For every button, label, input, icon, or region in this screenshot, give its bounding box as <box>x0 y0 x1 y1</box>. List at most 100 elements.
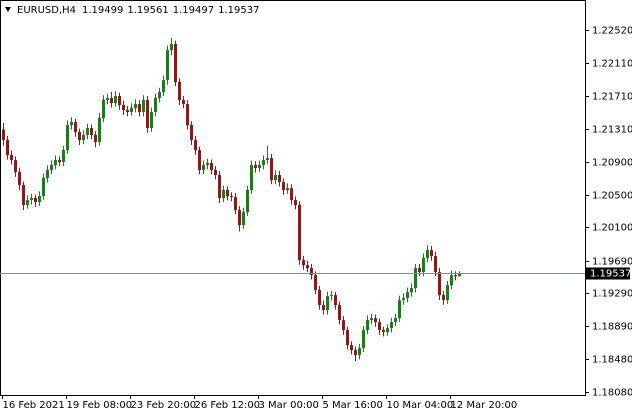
candle-body <box>350 345 353 351</box>
candle-body <box>354 350 357 356</box>
high: 1.19561 <box>127 5 168 16</box>
candle-body <box>410 288 413 293</box>
candle-body <box>378 322 381 331</box>
candle-body <box>402 298 405 301</box>
candle-body <box>346 330 349 346</box>
candle-body <box>254 165 257 169</box>
candle-body <box>162 80 165 93</box>
candle-body <box>46 170 49 179</box>
candle-body <box>454 275 457 277</box>
candle-body <box>458 273 461 277</box>
candle-body <box>394 318 397 323</box>
candle-body <box>54 160 57 166</box>
y-tick-label: 1.18890 <box>592 322 632 333</box>
candle-body <box>366 320 369 331</box>
open: 1.19499 <box>82 5 123 16</box>
candle-body <box>398 300 401 319</box>
candle-body <box>90 128 93 136</box>
candle-body <box>302 260 305 266</box>
candle-body <box>326 296 329 311</box>
candle-body <box>318 290 321 306</box>
candle-body <box>138 104 141 113</box>
x-tick-label: 16 Feb 2021 <box>3 400 65 411</box>
candle-body <box>414 268 417 289</box>
x-tick-label: 19 Feb 08:00 <box>67 400 133 411</box>
candle-body <box>442 295 445 301</box>
y-tick-label: 1.19690 <box>592 257 632 268</box>
candle-body <box>422 258 425 273</box>
candle-body <box>158 92 161 98</box>
x-tick-label: 5 Mar 16:00 <box>323 400 383 411</box>
candle-body <box>182 100 185 105</box>
candle-body <box>362 330 365 349</box>
candle-body <box>266 158 269 161</box>
candle-body <box>210 163 213 171</box>
candle-body <box>110 97 113 104</box>
candle-body <box>242 212 245 226</box>
candle-body <box>10 155 13 161</box>
candle-body <box>146 100 149 129</box>
candle-body <box>82 135 85 141</box>
candle-body <box>230 196 233 198</box>
candle-body <box>334 295 337 306</box>
candle-body <box>134 104 137 109</box>
candle-body <box>222 190 225 199</box>
candle-body <box>194 140 197 151</box>
candle-body <box>198 150 201 171</box>
candle-body <box>34 198 37 203</box>
candle-body <box>86 128 89 136</box>
candle-body <box>214 170 217 176</box>
x-tick-label: 23 Feb 20:00 <box>131 400 197 411</box>
candle-body <box>310 268 313 276</box>
y-tick-label: 1.20100 <box>592 223 632 234</box>
candle-body <box>258 165 261 169</box>
chart-header: EURUSD,H4 1.19499 1.19561 1.19497 1.19537 <box>17 5 259 16</box>
candle-body <box>78 132 81 141</box>
candle-body <box>190 125 193 141</box>
candle-body <box>58 160 61 163</box>
candle-body <box>62 150 65 163</box>
candle-body <box>98 118 101 143</box>
candle-body <box>14 160 17 173</box>
y-tick-label: 1.18080 <box>592 388 632 399</box>
candle-body <box>446 285 449 301</box>
candle-body <box>218 175 221 199</box>
candle-body <box>338 305 341 321</box>
candle-body <box>142 100 145 113</box>
candle-body <box>226 190 229 197</box>
candle-body <box>130 108 133 113</box>
candle-body <box>290 188 293 201</box>
candle-body <box>418 268 421 273</box>
x-tick-label: 12 Mar 20:00 <box>451 400 518 411</box>
candle-body <box>154 97 157 113</box>
x-tick-label: 26 Feb 12:00 <box>195 400 261 411</box>
candle-body <box>430 250 433 257</box>
candle-body <box>206 163 209 166</box>
candle-body <box>306 265 309 269</box>
candle-body <box>298 205 301 261</box>
candle-body <box>386 328 389 333</box>
candle-body <box>450 275 453 286</box>
candle-body <box>234 197 237 211</box>
candle-body <box>186 104 189 126</box>
collapse-arrow[interactable] <box>5 7 11 12</box>
candle-body <box>322 305 325 311</box>
candle-body <box>22 185 25 206</box>
candle-body <box>438 272 441 296</box>
candle-body <box>118 96 121 106</box>
close: 1.19537 <box>218 5 259 16</box>
candle-body <box>202 165 205 171</box>
candle-body <box>38 196 41 203</box>
candle-body <box>2 129 5 141</box>
low: 1.19497 <box>173 5 214 16</box>
candle-body <box>330 295 333 297</box>
candle-body <box>126 110 129 113</box>
candle-body <box>238 210 241 226</box>
candle-body <box>18 172 21 186</box>
candle-body <box>166 50 169 81</box>
candle-body <box>66 125 69 151</box>
price-label-box <box>586 267 630 280</box>
price-label: 1.19537 <box>590 269 631 280</box>
